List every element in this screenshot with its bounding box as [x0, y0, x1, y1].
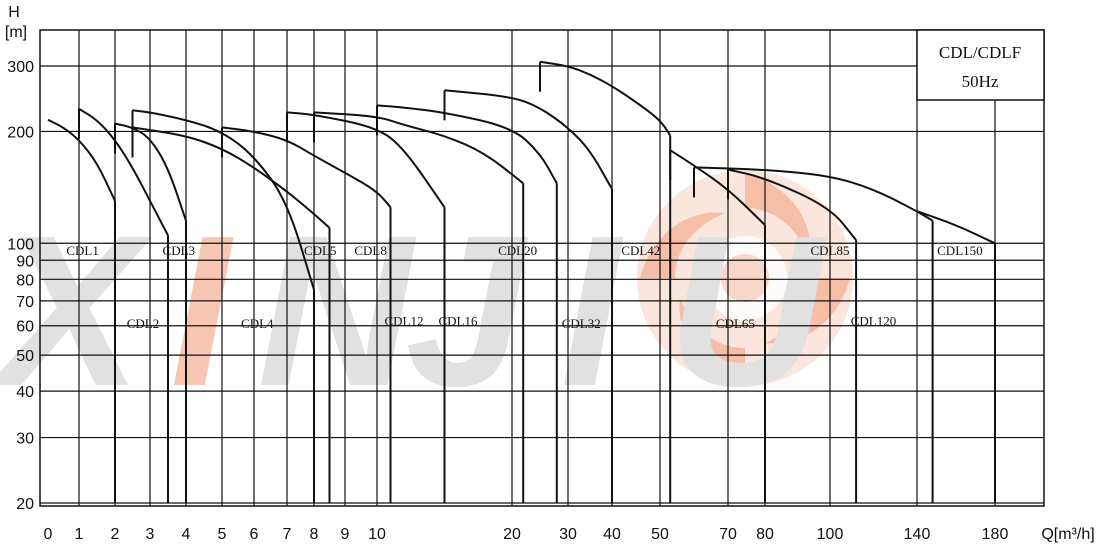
- series-cdl2: [78, 108, 169, 503]
- series-curve: [47, 118, 116, 202]
- y-tick-label: 20: [16, 496, 34, 513]
- series-curve: [313, 111, 524, 185]
- series-label-cdl120: CDL120: [851, 313, 897, 328]
- series-cdl120: [693, 166, 934, 503]
- x-tick-label: 20: [503, 526, 521, 543]
- watermark-letter: N: [257, 190, 416, 431]
- y-tick-label: 50: [16, 348, 34, 365]
- legend-subtitle: 50Hz: [962, 72, 999, 91]
- series-curve: [693, 166, 934, 222]
- series-label-cdl150: CDL150: [937, 243, 983, 258]
- y-tick-label: 100: [7, 236, 34, 253]
- series-label-cdl1: CDL1: [66, 243, 99, 258]
- series-cdl16: [313, 111, 525, 503]
- y-axis-title: H: [8, 4, 20, 21]
- x-tick-label: 6: [250, 526, 259, 543]
- series-cdl1: [47, 118, 116, 503]
- series-labels: CDL1 CDL2 CDL3 CDL4 CDL5 CDL8 CDL12 CDL16 CDL20 C…: [66, 243, 982, 331]
- watermark-letter: U: [667, 190, 827, 431]
- series-label-cdl85: CDL85: [811, 243, 850, 258]
- x-tick-label: 50: [651, 526, 669, 543]
- series-cdl8: [221, 126, 392, 503]
- x-tick-label: 8: [310, 526, 319, 543]
- x-tick-label: 3: [146, 526, 155, 543]
- series-cdl150: [916, 210, 996, 503]
- x-tick-label: 10: [368, 526, 386, 543]
- x-tick-label: 70: [719, 526, 737, 543]
- series-label-cdl32: CDL32: [562, 316, 601, 331]
- x-tick-label: 9: [341, 526, 350, 543]
- x-tick-label: 7: [283, 526, 292, 543]
- plot-frame: [39, 29, 1045, 507]
- series-cdl3: [114, 122, 187, 503]
- series-label-cdl8: CDL8: [354, 243, 387, 258]
- series-curve: [727, 168, 857, 241]
- series-label-cdl3: CDL3: [163, 243, 196, 258]
- series-curve: [78, 108, 169, 236]
- series-label-cdl20: CDL20: [498, 243, 537, 258]
- watermark-letter: I: [170, 190, 234, 431]
- performance-curves: [47, 60, 996, 503]
- legend-title: CDL/CDLF: [939, 43, 1021, 62]
- y-tick-label: 80: [16, 272, 34, 289]
- x-axis-ticks: 0 1 2 3 4 5 6 7 8 9 10 20 30 40 50 70 80 100 140 180: [44, 526, 1009, 543]
- series-label-cdl5: CDL5: [304, 243, 337, 258]
- x-tick-label: 30: [559, 526, 577, 543]
- series-cdl20: [376, 104, 558, 503]
- x-tick-label: 80: [756, 526, 774, 543]
- x-tick-label: 100: [817, 526, 844, 543]
- series-label-cdl65: CDL65: [716, 316, 755, 331]
- series-curve: [114, 122, 187, 222]
- series-curve: [539, 60, 672, 137]
- x-tick-label: 140: [904, 526, 931, 543]
- x-tick-label: 2: [111, 526, 120, 543]
- y-tick-label: 30: [16, 431, 34, 448]
- x-tick-label: 180: [982, 526, 1009, 543]
- series-curve: [916, 210, 996, 245]
- series-cdl85: [727, 168, 858, 503]
- watermark-letter: J: [405, 190, 529, 431]
- series-curve: [221, 126, 392, 208]
- x-tick-label: 40: [603, 526, 621, 543]
- series-label-cdl42: CDL42: [621, 243, 660, 258]
- series-curve: [132, 126, 331, 229]
- series-cdl32: [443, 89, 613, 503]
- series-curve: [286, 111, 446, 208]
- series-label-cdl2: CDL2: [127, 316, 160, 331]
- y-tick-label: 90: [16, 253, 34, 270]
- series-cdl5: [131, 126, 331, 503]
- y-axis-unit: [m]: [5, 24, 27, 41]
- x-tick-label: 1: [75, 526, 84, 543]
- legend-box: CDL/CDLF 50Hz: [916, 29, 1045, 101]
- y-tick-label: 70: [16, 294, 34, 311]
- y-tick-label: 200: [7, 124, 34, 141]
- y-tick-label: 60: [16, 319, 34, 336]
- y-tick-label: 40: [16, 384, 34, 401]
- series-cdl12: [286, 111, 446, 503]
- x-tick-label: 5: [218, 526, 227, 543]
- x-tick-label: 4: [182, 526, 191, 543]
- series-curve: [376, 104, 558, 184]
- series-cdl42: [539, 60, 672, 503]
- y-tick-label: 300: [7, 59, 34, 76]
- series-curve: [444, 89, 613, 190]
- watermark-letter: I: [560, 190, 624, 431]
- series-label-cdl12: CDL12: [385, 313, 424, 328]
- x-axis-title: Q[m³/h]: [1041, 526, 1094, 543]
- series-label-cdl16: CDL16: [439, 313, 479, 328]
- series-label-cdl4: CDL4: [241, 316, 274, 331]
- x-tick-label: 0: [44, 526, 53, 543]
